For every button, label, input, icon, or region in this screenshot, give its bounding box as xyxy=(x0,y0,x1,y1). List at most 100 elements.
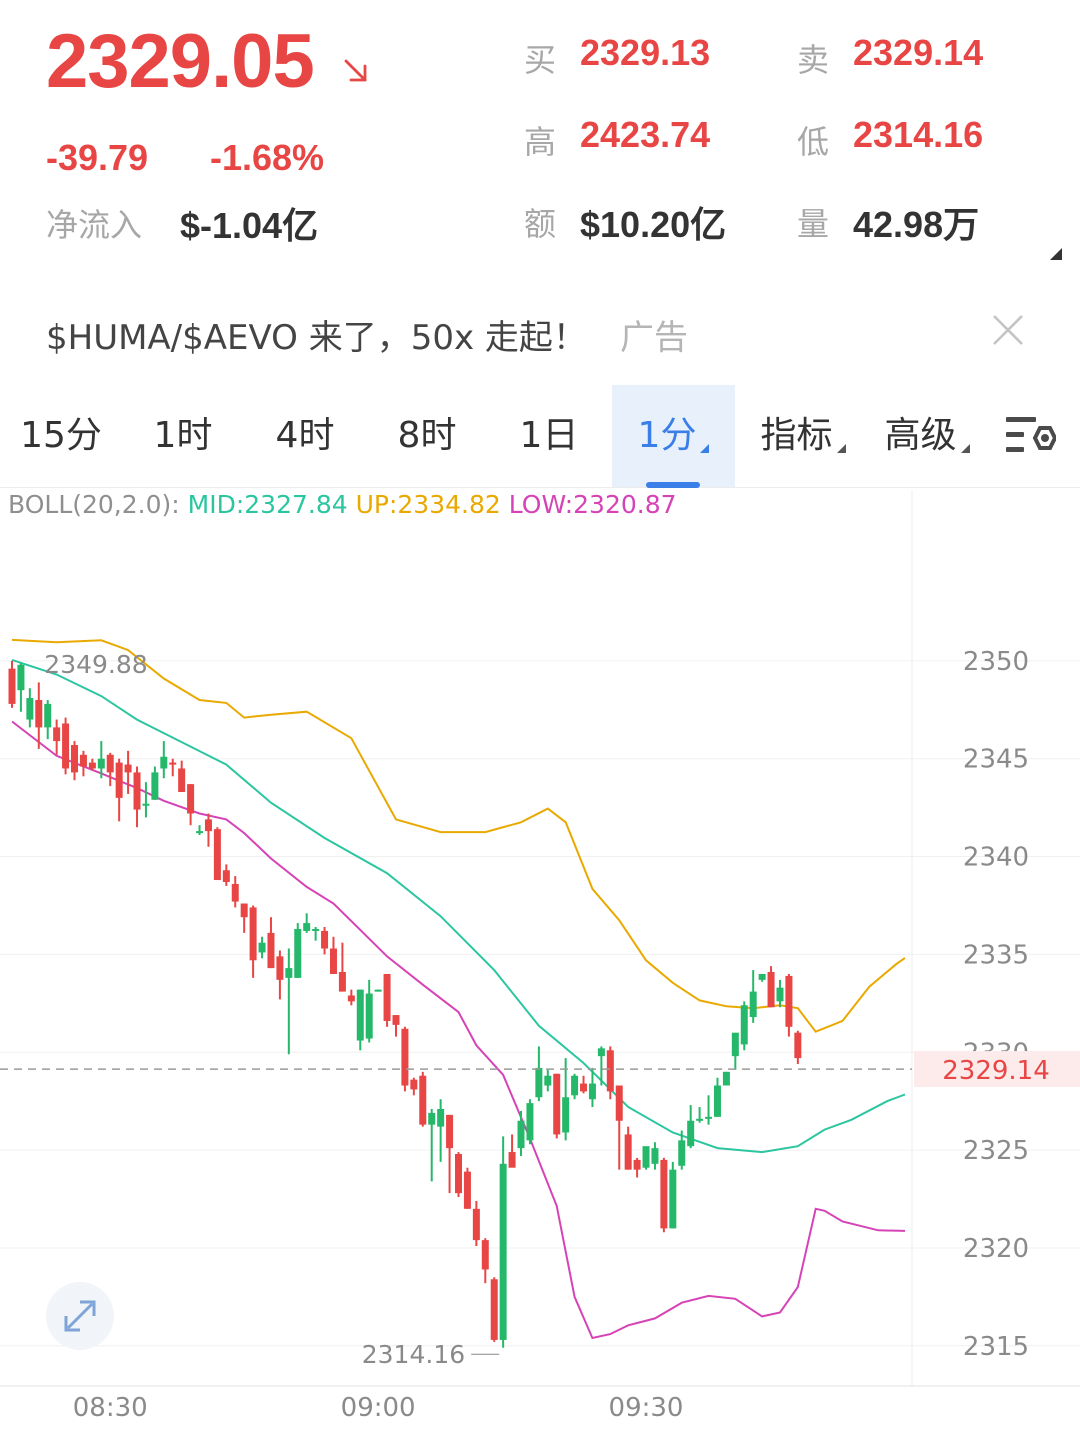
candle xyxy=(713,1085,721,1117)
candle xyxy=(794,1032,802,1059)
candle xyxy=(428,1112,436,1125)
candle xyxy=(588,1083,596,1100)
candle xyxy=(240,903,248,918)
candle xyxy=(321,930,329,949)
tab-indicators[interactable]: 指标 xyxy=(748,385,858,487)
y-tick-label: 2340 xyxy=(963,843,1029,873)
ad-text[interactable]: $HUMA/$AEVO 来了，50x 走起！ xyxy=(46,318,587,358)
candle xyxy=(705,1116,713,1119)
candle xyxy=(35,699,43,728)
close-icon[interactable] xyxy=(990,312,1026,348)
candle xyxy=(419,1075,427,1125)
tab-8h[interactable]: 8时 xyxy=(397,415,457,456)
candle xyxy=(392,1015,400,1025)
candle xyxy=(490,1279,498,1340)
y-tick-label: 2315 xyxy=(963,1332,1029,1362)
candle xyxy=(624,1134,632,1170)
candle xyxy=(678,1140,686,1166)
candle xyxy=(44,703,52,728)
candle xyxy=(776,987,784,1002)
y-tick-label: 2350 xyxy=(963,647,1029,677)
candle xyxy=(455,1154,462,1194)
candle xyxy=(597,1048,605,1057)
candle xyxy=(669,1169,677,1229)
x-tick-label: 09:30 xyxy=(609,1393,684,1423)
candle xyxy=(187,784,195,814)
fullscreen-button[interactable] xyxy=(46,1282,114,1350)
candle xyxy=(606,1050,614,1092)
candle xyxy=(660,1159,668,1229)
candle xyxy=(383,973,391,1021)
candle xyxy=(749,991,757,1018)
tab-1h[interactable]: 1时 xyxy=(153,415,213,456)
price-change: -39.79 xyxy=(46,137,149,178)
candle xyxy=(8,668,16,704)
current-price-label: 2329.14 xyxy=(942,1056,1050,1086)
max-price-label: 2349.88 xyxy=(44,650,147,679)
candle xyxy=(79,754,87,767)
candle xyxy=(249,907,257,961)
bid-label: 买 xyxy=(524,41,557,79)
y-tick-label: 2345 xyxy=(963,745,1029,775)
expand-icon xyxy=(64,1300,96,1332)
candle xyxy=(53,727,61,742)
amount-label: 额 xyxy=(524,205,557,243)
tab-1m[interactable]: 1分 xyxy=(612,385,735,487)
candle xyxy=(312,928,320,931)
interval-tabs: 15分 1时 4时 8时 1日 1分 指标 高级 xyxy=(0,385,1080,488)
tab-advanced[interactable]: 高级 xyxy=(872,385,982,487)
min-price-label: 2314.16 xyxy=(362,1340,465,1369)
candle xyxy=(472,1208,480,1241)
candle xyxy=(553,1073,561,1135)
ad-tag: 广告 xyxy=(620,318,688,358)
tab-1d[interactable]: 1日 xyxy=(519,415,579,456)
candle xyxy=(106,754,114,773)
tab-4h[interactable]: 4时 xyxy=(275,415,335,456)
tab-15m[interactable]: 15分 xyxy=(20,415,102,456)
chart-settings-icon[interactable] xyxy=(1004,414,1056,458)
boll-mid-line xyxy=(11,658,906,1154)
quote-header: 2329.05 -39.79 -1.68% 净流入 $-1.04亿 买 2329… xyxy=(0,0,1080,270)
candle xyxy=(517,1120,525,1149)
high-value: 2423.74 xyxy=(580,114,711,155)
candle xyxy=(88,762,96,769)
candle xyxy=(410,1079,418,1090)
candle xyxy=(347,995,355,1002)
candle xyxy=(222,870,230,882)
volume-label: 量 xyxy=(797,205,830,243)
expand-quote-toggle[interactable] xyxy=(1050,248,1062,260)
candle xyxy=(169,762,177,765)
candle xyxy=(463,1171,471,1209)
y-tick-label: 2325 xyxy=(963,1136,1029,1166)
candle xyxy=(115,762,123,798)
y-tick-label: 2335 xyxy=(963,940,1029,970)
low-value: 2314.16 xyxy=(853,114,984,155)
candle xyxy=(267,932,275,969)
candle xyxy=(374,989,382,992)
candle xyxy=(508,1152,516,1168)
candle xyxy=(651,1148,659,1164)
candle xyxy=(204,819,212,832)
dropdown-triangle-icon xyxy=(700,444,710,453)
boll-legend: BOLL(20,2.0): MID:2327.84 UP:2334.82 LOW… xyxy=(8,490,677,519)
candle xyxy=(785,975,793,1027)
candle xyxy=(499,1163,507,1340)
candle xyxy=(178,768,186,792)
candle xyxy=(615,1085,623,1121)
candle xyxy=(124,764,132,773)
candle xyxy=(365,993,373,1039)
ad-banner[interactable]: $HUMA/$AEVO 来了，50x 走起！ 广告 xyxy=(0,290,1080,380)
candle xyxy=(696,1118,704,1121)
candle xyxy=(285,968,293,978)
candle xyxy=(17,664,25,691)
candle xyxy=(213,829,221,881)
candle xyxy=(562,1097,570,1133)
dropdown-triangle-icon xyxy=(960,444,970,453)
candle xyxy=(329,948,337,974)
candle xyxy=(571,1075,579,1096)
current-price-badge xyxy=(914,1051,1080,1088)
boll-low: LOW:2320.87 xyxy=(508,490,677,519)
candle xyxy=(758,973,766,980)
candle xyxy=(401,1028,409,1086)
